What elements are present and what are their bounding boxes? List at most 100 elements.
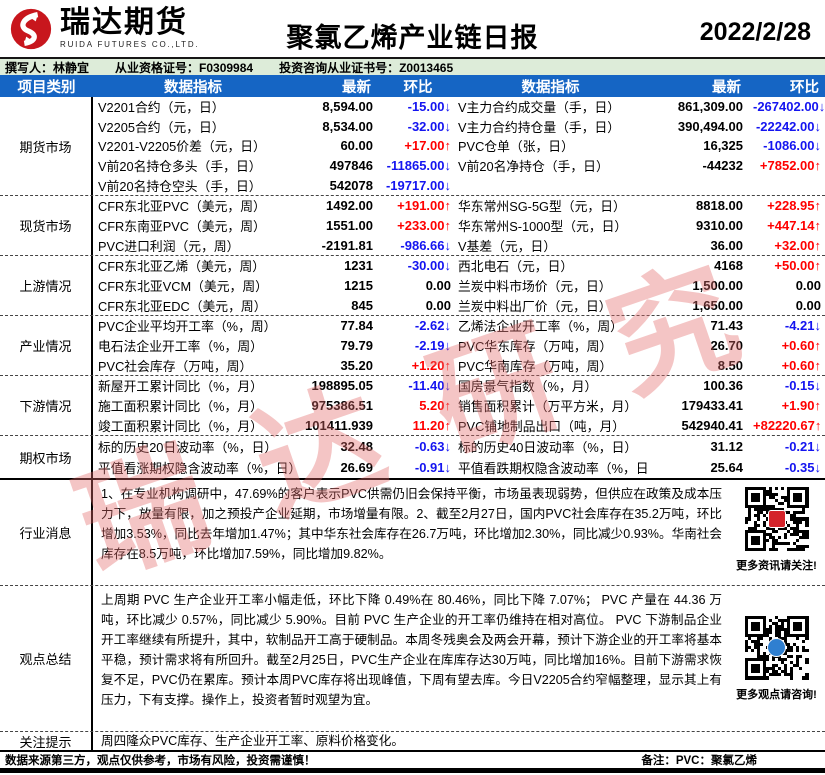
change-value: -11.40↓ [408, 378, 451, 394]
section-label: 期货市场 [0, 97, 93, 195]
section-产业情况: 产业情况 PVC企业平均开工率（%，周） 77.84 -2.62↓ 乙烯法企业开工率（%… [0, 315, 825, 375]
indicator-name: PVC企业平均开工率（%，周） [98, 319, 277, 335]
latest-value: 845 [351, 297, 373, 313]
column-header-indicator-left: 数据指标 [164, 79, 222, 96]
section-label: 期权市场 [0, 436, 93, 478]
section-rows: PVC企业平均开工率（%，周） 77.84 -2.62↓ 乙烯法企业开工率（%，周） 7… [93, 316, 825, 375]
indicator-name: V主力合约成交量（手，日） [458, 100, 621, 116]
indicator-name: CFR东北亚乙烯（美元，周） [98, 259, 266, 275]
latest-value: 497846 [329, 158, 373, 174]
page-title: 聚氯乙烯产业链日报 [286, 23, 539, 53]
change-value: -32.00↓ [407, 118, 451, 134]
indicator-name: 新屋开工累计同比（%，月） [98, 379, 263, 395]
indicator-name: 兰炭中料出厂价（元，日） [458, 298, 612, 314]
indicator-name: 兰炭中料市场价（元，日） [458, 279, 612, 294]
table-row: CFR东北亚VCM（美元，周） 1215 0.00 兰炭中料市场价（元，日） 1,500… [93, 276, 825, 296]
news-qr-block: 更多资讯请关注! [728, 480, 825, 585]
table-row: CFR东北亚PVC（美元，周） 1492.00 +191.00↑ 华东常州SG-5G型… [93, 196, 825, 216]
latest-value: -44232 [702, 158, 743, 174]
change-value: -22242.00↓ [755, 118, 821, 134]
change-value: -0.63↓ [414, 439, 451, 454]
change-value: -2.19↓ [414, 338, 451, 353]
qr-center-logo-red [767, 509, 787, 529]
latest-value: 179433.41 [681, 398, 743, 413]
indicator-name: 乙烯法企业开工率（%，周） [458, 319, 623, 335]
section-label: 下游情况 [0, 376, 93, 435]
indicator-name: CFR东北亚VCM（美元，周） [98, 279, 268, 294]
change-value: +233.00↑ [397, 218, 451, 233]
latest-value: 26.70 [710, 338, 743, 353]
section-label: 关注提示 [0, 732, 93, 750]
latest-value: 35.20 [340, 357, 373, 373]
change-value: +447.14↑ [767, 218, 821, 233]
latest-value: 16,325 [703, 138, 743, 154]
section-下游情况: 下游情况 新屋开工累计同比（%，月） 198895.05 -11.40↓ 国房景气指数（… [0, 375, 825, 435]
indicator-name: PVC进口利润（元，周） [98, 238, 240, 254]
section-label: 行业消息 [0, 480, 93, 585]
latest-value: 1,650.00 [692, 297, 743, 313]
section-上游情况: 上游情况 CFR东北亚乙烯（美元，周） 1231 -30.00↓ 西北电石（元，日） 41… [0, 255, 825, 315]
indicator-name: 标的历史20日波动率（%，日） [98, 440, 278, 455]
brand-name: 瑞达期货 [60, 6, 188, 39]
latest-value: 31.12 [710, 439, 743, 454]
change-value: -0.35↓ [784, 460, 821, 475]
brand-text: 瑞达期货 RUIDA FUTURES CO.,LTD. [60, 6, 199, 50]
column-header-category: 项目类别 [17, 79, 76, 96]
change-value: +7852.00↑ [759, 158, 821, 174]
latest-value: 1,500.00 [692, 278, 743, 293]
change-value: 5.20↑ [419, 398, 451, 413]
change-value: 11.20↑ [412, 417, 451, 433]
bottom-bar [0, 768, 825, 773]
indicator-name: PVC华南库存（万吨，周） [458, 358, 613, 374]
change-value: -267402.00↓ [753, 99, 825, 115]
report-header: 瑞达期货 RUIDA FUTURES CO.,LTD. 聚氯乙烯产业链日报 20… [0, 0, 825, 57]
column-header-change-right: 环比 [790, 79, 819, 96]
latest-value: 60.00 [340, 138, 373, 154]
disclaimer-text: 数据来源第三方，观点仅供参考，市场有风险，投资需谨慎！ [5, 755, 316, 767]
author: 撰写人：林静宜 [5, 60, 90, 75]
change-value: +17.00↑ [404, 138, 451, 154]
indicator-name: 华东常州SG-5G型（元，日） [458, 199, 626, 215]
watch-alert-section: 关注提示 周四隆众PVC库存、生产企业开工率、原料价格变化。 [0, 731, 825, 750]
indicator-name: 平值看涨期权隐含波动率（%，日） [98, 461, 293, 476]
latest-value: 100.36 [703, 378, 743, 394]
qr-center-logo-blue [767, 638, 787, 658]
indicator-name: CFR东北亚EDC（美元，周） [98, 298, 267, 314]
latest-value: 8.50 [717, 357, 743, 373]
industry-news-text: 1、在专业机构调研中，47.69%的客户表示PVC供需仍旧会保持平衡，市场虽表现… [101, 487, 722, 561]
indicator-name: CFR东北亚PVC（美元，周） [98, 199, 266, 215]
indicator-name: V基差（元，日） [458, 238, 557, 254]
indicator-name: 国房景气指数（%，月） [458, 379, 598, 395]
change-value: 0.00 [425, 297, 451, 313]
latest-value: 198895.05 [311, 378, 373, 394]
indicator-name: V前20名持仓多头（手，日） [98, 159, 262, 175]
indicator-name: 平值看跌期权隐含波动率（%，日） [458, 461, 648, 476]
table-row: CFR东北亚乙烯（美元，周） 1231 -30.00↓ 西北电石（元，日） 4168 +5… [93, 256, 825, 276]
section-rows: 新屋开工累计同比（%，月） 198895.05 -11.40↓ 国房景气指数（%，月）… [93, 376, 825, 435]
indicator-name: PVC华东库存（万吨，周） [458, 339, 613, 354]
latest-value: 36.00 [710, 237, 743, 253]
change-value: -0.15↓ [784, 378, 821, 394]
indicator-name: CFR东南亚PVC（美元，周） [98, 219, 266, 234]
table-row: 新屋开工累计同比（%，月） 198895.05 -11.40↓ 国房景气指数（%，月）… [93, 376, 825, 396]
column-header-latest-left: 最新 [342, 79, 371, 96]
section-label: 产业情况 [0, 316, 93, 375]
qualification-number: 从业资格证号：F0309984 [115, 60, 254, 75]
change-value: -986.66↓ [400, 237, 451, 253]
change-value: +0.60↑ [781, 357, 821, 373]
latest-value: 390,494.00 [677, 118, 743, 134]
section-label: 现货市场 [0, 196, 93, 255]
change-value: 0.00 [795, 297, 821, 313]
latest-value: 1215 [344, 278, 373, 293]
change-value: 0.00 [425, 278, 451, 293]
section-rows: 标的历史20日波动率（%，日） 32.48 -0.63↓ 标的历史40日波动率（%，日… [93, 436, 825, 478]
indicator-name: 销售面积累计（万平方米，月） [458, 399, 638, 414]
change-value: +191.00↑ [397, 198, 451, 214]
table-header: 项目类别 数据指标 最新 环比 数据指标 最新 环比 [0, 75, 825, 97]
latest-value: 1492.00 [326, 198, 373, 214]
indicator-name: V2201-V2205价差（元，日） [98, 139, 266, 155]
footer: 数据来源第三方，观点仅供参考，市场有风险，投资需谨慎！ 备注：PVC：聚氯乙烯 [0, 750, 825, 768]
brand-logo-icon [10, 8, 52, 49]
table-row: 电石法企业开工率（%，周） 79.79 -2.19↓ PVC华东库存（万吨，周） 26.… [93, 336, 825, 356]
